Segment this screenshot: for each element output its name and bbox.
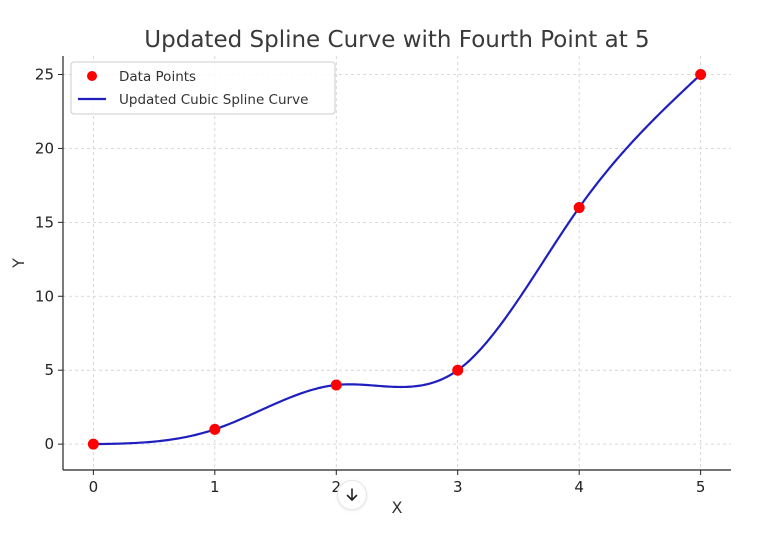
- ticks: 0 1 2 3 4 5 0 5 10 15 20 25: [35, 65, 706, 496]
- x-tick-label: 3: [453, 478, 463, 496]
- x-tick-label: 2: [331, 478, 341, 496]
- x-axis-label: X: [392, 498, 403, 517]
- legend-marker-data-points: [87, 71, 97, 81]
- data-points: [87, 68, 707, 450]
- y-tick-label: 10: [35, 287, 54, 305]
- data-point: [87, 438, 99, 450]
- legend-box: [70, 61, 336, 115]
- spline-layer: [93, 73, 702, 446]
- data-point: [330, 379, 342, 391]
- grid: [63, 56, 731, 470]
- axes: [62, 56, 731, 471]
- chart-title: Updated Spline Curve with Fourth Point a…: [144, 27, 649, 53]
- x-tick-label: 0: [89, 478, 99, 496]
- y-tick-label: 25: [35, 65, 54, 83]
- legend-label-data-points: Data Points: [119, 69, 196, 85]
- arrow-down-icon: [346, 488, 358, 501]
- y-tick-label: 5: [44, 361, 54, 379]
- data-point: [695, 68, 707, 80]
- legend-label-spline: Updated Cubic Spline Curve: [119, 92, 308, 108]
- legend: Data Points Updated Cubic Spline Curve: [70, 61, 336, 115]
- y-axis-label: Y: [9, 258, 28, 269]
- scroll-down-button[interactable]: [337, 480, 367, 510]
- x-tick-label: 1: [210, 478, 220, 496]
- data-point: [452, 364, 464, 376]
- spline-curve-line: [93, 73, 702, 446]
- x-tick-label: 5: [696, 478, 706, 496]
- x-tick-label: 4: [574, 478, 584, 496]
- data-point: [209, 423, 221, 435]
- y-tick-label: 15: [35, 213, 54, 231]
- data-point: [573, 202, 585, 214]
- y-tick-label: 20: [35, 139, 54, 157]
- y-tick-label: 0: [44, 435, 54, 453]
